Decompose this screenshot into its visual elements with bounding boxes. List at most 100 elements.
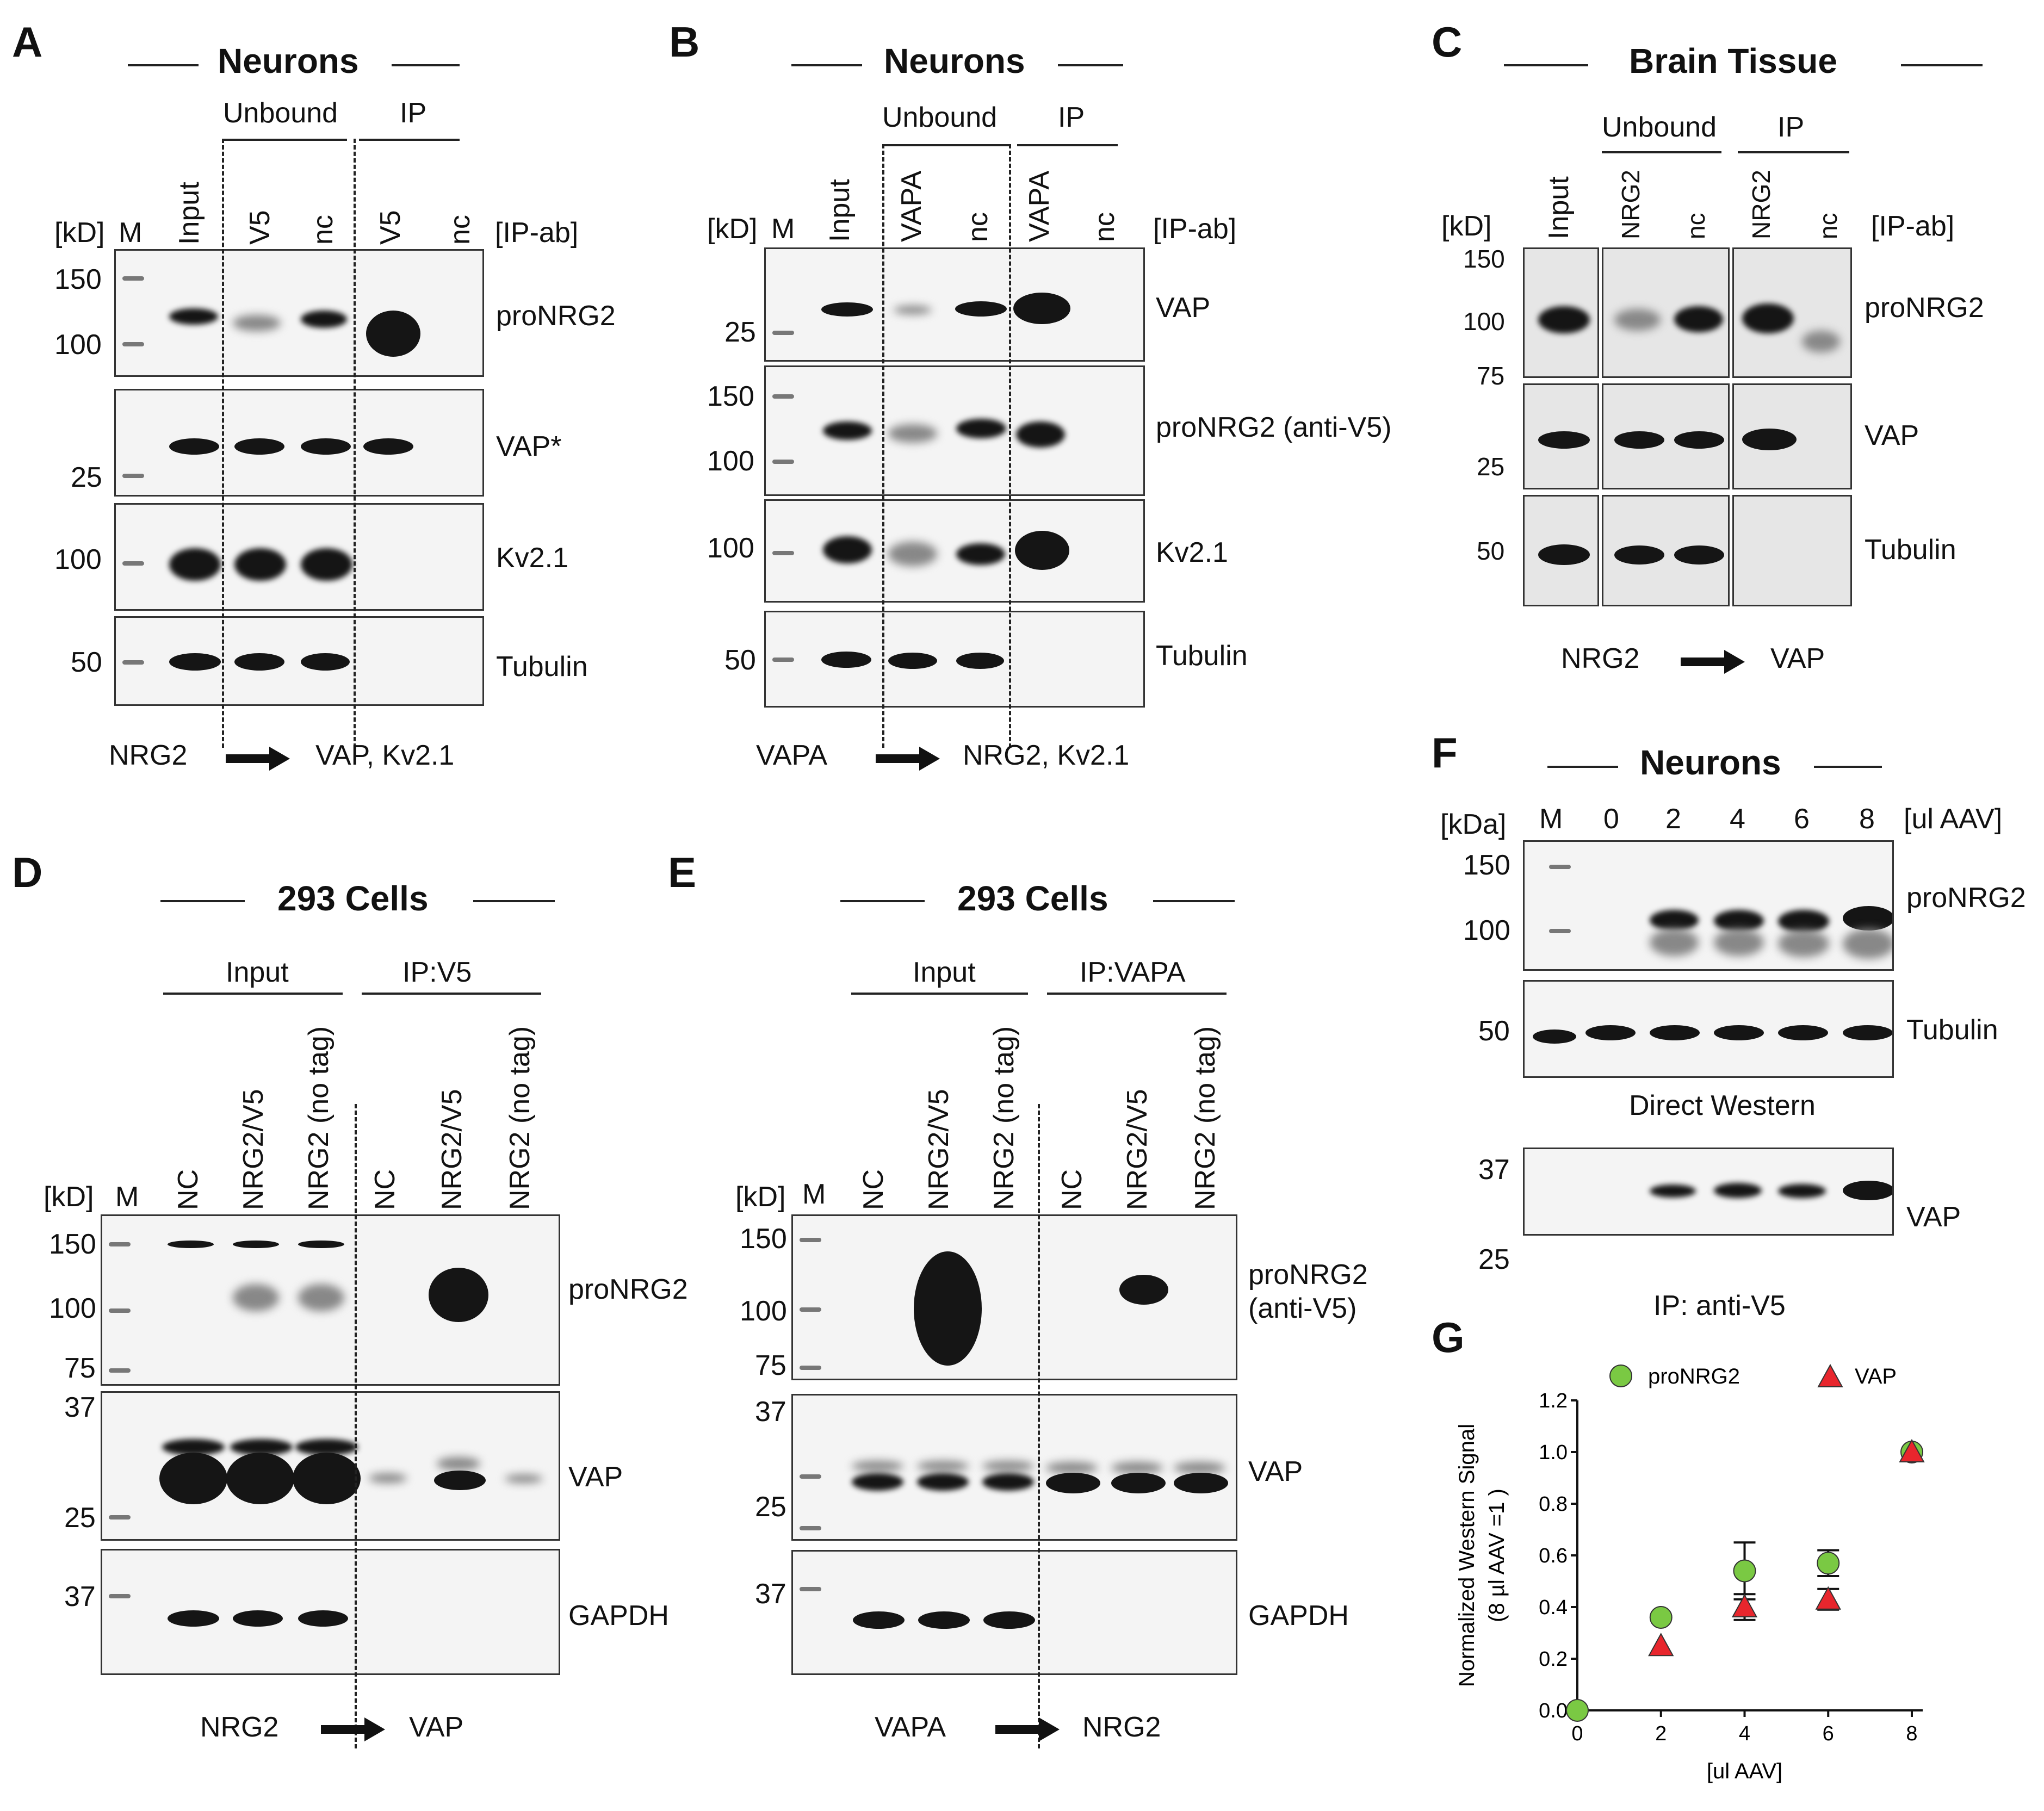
- panel-a-mw-100: 100: [54, 329, 102, 361]
- panel-f-label-pronrg2: proNRG2: [1906, 882, 2026, 914]
- x-tick-label: 4: [1739, 1722, 1750, 1745]
- legend-marker-pronrg2: [1609, 1365, 1632, 1387]
- panel-c-title: Brain Tissue: [1629, 41, 1837, 80]
- panel-f-label-tubulin: Tubulin: [1906, 1014, 1998, 1046]
- panel-e-mw-37b: 37: [755, 1578, 786, 1610]
- panel-d-mw-100: 100: [49, 1293, 96, 1324]
- data-point-pronrg2: [1733, 1559, 1756, 1583]
- panel-f-mw-50: 50: [1478, 1015, 1510, 1047]
- panel-b-marker-lane: M: [771, 213, 795, 245]
- panel-d-lane-3: NRG2 (no tag): [303, 1026, 335, 1210]
- panel-e-label-gapdh: GAPDH: [1248, 1600, 1349, 1632]
- panel-e-mw-150: 150: [740, 1223, 787, 1255]
- y-tick-label: 0.2: [1539, 1648, 1568, 1671]
- x-tick-label: 8: [1906, 1722, 1917, 1745]
- panel-b-mw-50: 50: [724, 644, 756, 676]
- data-point-vap: [1731, 1593, 1758, 1617]
- panel-e-blot-vap: [791, 1394, 1237, 1541]
- panel-d-label-pronrg2: proNRG2: [568, 1274, 688, 1305]
- panel-b-unbound-label: Unbound: [882, 102, 998, 133]
- panel-f-mw-150: 150: [1463, 849, 1510, 881]
- panel-f-caption-direct: Direct Western: [1629, 1090, 1816, 1121]
- panel-c-label-pronrg2: proNRG2: [1865, 292, 1984, 324]
- panel-a-blot-kv21: [114, 503, 484, 611]
- panel-c-lane-1: Input: [1543, 176, 1575, 239]
- panel-b-ipab: [IP-ab]: [1153, 213, 1237, 245]
- panel-f-mw-25: 25: [1478, 1244, 1510, 1275]
- data-point-pronrg2: [1566, 1699, 1589, 1722]
- panel-a-marker-lane: M: [119, 217, 143, 249]
- panel-b-title: Neurons: [884, 41, 1025, 80]
- panel-f-lane-0: 0: [1603, 803, 1619, 835]
- panel-f-title: Neurons: [1640, 743, 1781, 782]
- panel-e-arrow-icon: [995, 1717, 1060, 1741]
- panel-label-b: B: [669, 18, 700, 66]
- y-tick-label: 1.0: [1539, 1441, 1568, 1464]
- panel-d-group-ip: IP:V5: [402, 957, 472, 988]
- panel-f-unit: [ul AAV]: [1904, 803, 2003, 835]
- panel-c-mw-25: 25: [1477, 452, 1505, 481]
- panel-d-group-input: Input: [226, 957, 289, 988]
- panel-c-lane-2: NRG2: [1616, 170, 1645, 239]
- panel-a-footer-right: VAP, Kv2.1: [315, 740, 455, 771]
- panel-c-blot-pronrg2-ip: [1732, 247, 1852, 378]
- panel-e-lane-6: NRG2 (no tag): [1190, 1026, 1221, 1210]
- panel-d-lane-6: NRG2 (no tag): [504, 1026, 536, 1210]
- panel-d-footer-right: VAP: [409, 1711, 464, 1743]
- panel-c-footer-left: NRG2: [1561, 643, 1640, 674]
- panel-b-blot-tubulin: [764, 611, 1145, 708]
- panel-e-label-vap: VAP: [1248, 1456, 1303, 1487]
- panel-e-mw-37: 37: [755, 1396, 786, 1428]
- panel-label-f: F: [1432, 729, 1458, 777]
- panel-a-blot-tubulin: [114, 616, 484, 706]
- panel-e-lane-5: NRG2/V5: [1122, 1089, 1153, 1210]
- data-point-pronrg2: [1649, 1606, 1673, 1629]
- panel-f-blot-pronrg2: [1523, 840, 1894, 971]
- x-tick-label: 6: [1823, 1722, 1834, 1745]
- panel-e-title: 293 Cells: [957, 879, 1108, 918]
- panel-a-label-vap: VAP*: [496, 431, 562, 462]
- panel-b-ip-label: IP: [1058, 102, 1085, 133]
- panel-a-arrow-icon: [226, 747, 290, 771]
- panel-label-g: G: [1432, 1313, 1465, 1361]
- panel-a-blot-vap: [114, 389, 484, 497]
- panel-e-lane-1: NC: [858, 1169, 889, 1210]
- y-tick-label: 1.2: [1539, 1390, 1568, 1412]
- x-tick-label: 0: [1571, 1722, 1583, 1745]
- panel-c-arrow-icon: [1681, 650, 1745, 674]
- panel-c-mw-100: 100: [1463, 307, 1505, 336]
- panel-a-label-kv21: Kv2.1: [496, 542, 568, 574]
- panel-a-lane-3: nc: [307, 215, 339, 245]
- panel-e-lane-4: NC: [1056, 1169, 1088, 1210]
- panel-c-label-tubulin: Tubulin: [1865, 534, 1956, 566]
- panel-e-mw-75: 75: [755, 1350, 786, 1381]
- panel-d-blot-gapdh: [101, 1549, 560, 1675]
- panel-d-blot-pronrg2: [101, 1214, 560, 1386]
- legend-label-vap: VAP: [1855, 1365, 1897, 1388]
- panel-b-lane-5: nc: [1089, 212, 1120, 242]
- panel-f-caption-ip: IP: anti-V5: [1653, 1290, 1786, 1322]
- panel-f-lane-2: 2: [1665, 803, 1681, 835]
- panel-a-title: Neurons: [218, 41, 359, 80]
- legend-marker-vap: [1817, 1363, 1843, 1387]
- panel-c-blot-vap-unbound: [1602, 383, 1730, 489]
- panel-c-mw-75: 75: [1477, 362, 1505, 390]
- panel-a-kd: [kD]: [54, 217, 105, 249]
- panel-c-mw-50: 50: [1477, 537, 1505, 565]
- panel-label-d: D: [12, 848, 43, 896]
- panel-c-lane-5: nc: [1814, 213, 1842, 239]
- panel-a-mw-25: 25: [71, 462, 102, 493]
- panel-a-lane-1: Input: [174, 182, 205, 245]
- legend-label-pronrg2: proNRG2: [1648, 1365, 1740, 1388]
- y-tick-label: 0.8: [1539, 1493, 1568, 1516]
- panel-a-label-tubulin: Tubulin: [496, 651, 588, 683]
- panel-c-label-vap: VAP: [1865, 420, 1919, 451]
- panel-f-lane-m: M: [1539, 803, 1563, 835]
- panel-b-label-tubulin: Tubulin: [1156, 640, 1248, 672]
- panel-c-kd: [kD]: [1441, 210, 1492, 242]
- panel-a-mw-50: 50: [71, 647, 102, 678]
- panel-b-mw-150: 150: [707, 381, 754, 412]
- y-tick-label: 0.4: [1539, 1596, 1568, 1619]
- panel-e-group-input: Input: [913, 957, 976, 988]
